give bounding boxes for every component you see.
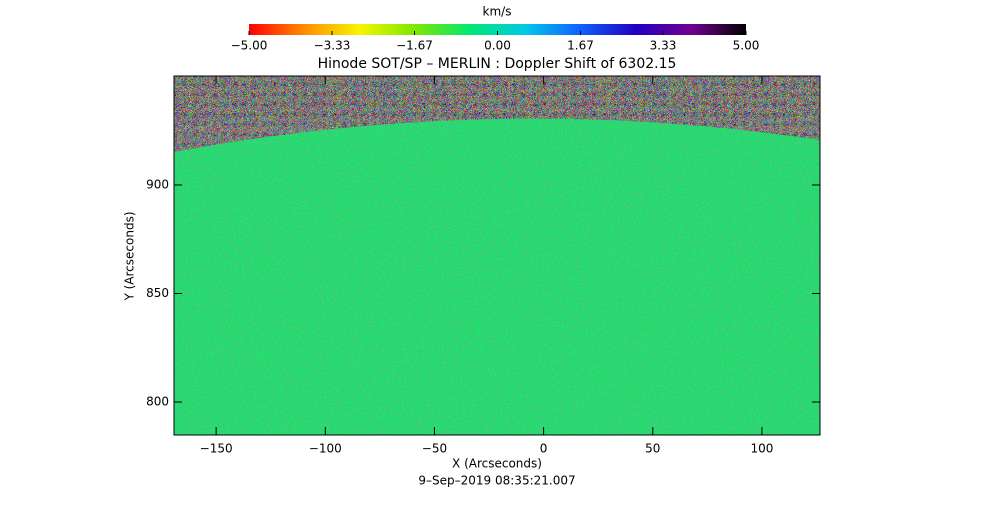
colorbar-label: km/s — [483, 5, 512, 19]
x-tick-label: 100 — [750, 442, 773, 456]
date-label: 9–Sep–2019 08:35:21.007 — [418, 474, 575, 488]
x-tick-label: 0 — [540, 442, 548, 456]
x-tick-label: −50 — [422, 442, 447, 456]
colorbar-tick-label: 5.00 — [733, 39, 760, 53]
y-tick-label: 800 — [146, 395, 169, 409]
chart-title: Hinode SOT/SP – MERLIN : Doppler Shift o… — [318, 56, 677, 72]
colorbar-tick-label: 0.00 — [484, 39, 511, 53]
colorbar — [249, 24, 746, 35]
colorbar-tick-label: 3.33 — [650, 39, 677, 53]
x-tick-label: 50 — [645, 442, 660, 456]
x-axis-label: X (Arcseconds) — [452, 457, 542, 471]
x-tick-label: −100 — [309, 442, 342, 456]
colorbar-tick-label: −5.00 — [231, 39, 268, 53]
y-tick-label: 850 — [146, 286, 169, 300]
y-axis-label: Y (Arcseconds) — [123, 211, 137, 301]
map-image — [174, 76, 820, 435]
colorbar-tick-label: 1.67 — [567, 39, 594, 53]
plot-frame — [173, 75, 821, 436]
colorbar-tick-label: −1.67 — [396, 39, 433, 53]
colorbar-tick-label: −3.33 — [314, 39, 351, 53]
y-tick-label: 900 — [146, 177, 169, 191]
x-tick-label: −150 — [200, 442, 233, 456]
